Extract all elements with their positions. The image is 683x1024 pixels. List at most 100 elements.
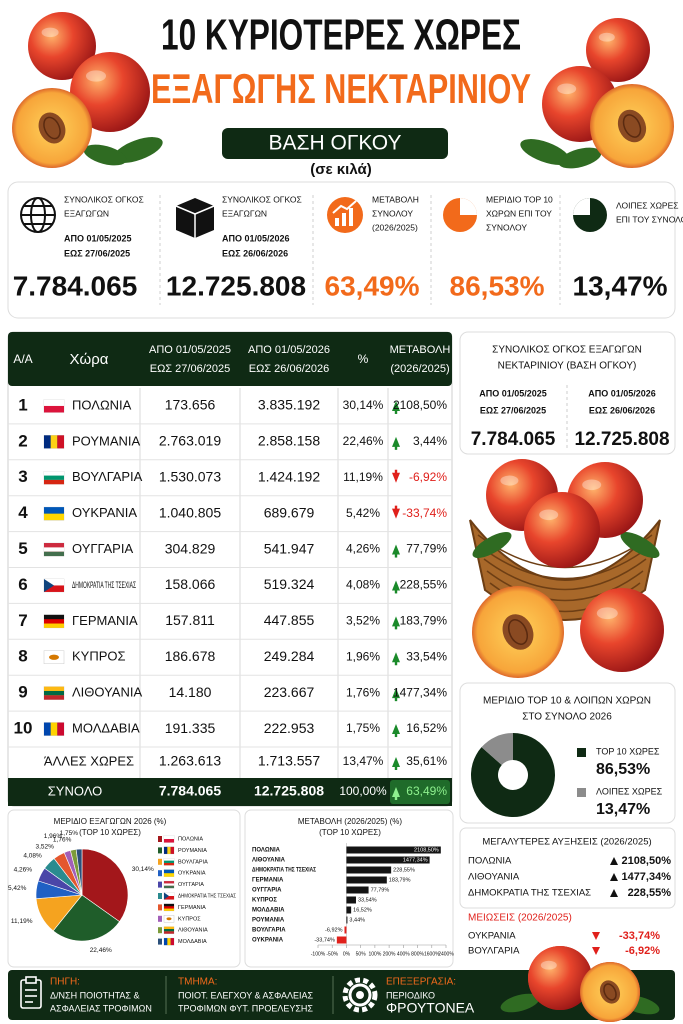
flag bbox=[164, 929, 174, 932]
change-value: 77,79% bbox=[406, 542, 447, 556]
up-arrow bbox=[610, 889, 618, 897]
category-label: ΒΟΥΛΓΑΡΙΑ bbox=[252, 928, 286, 934]
peach-shine bbox=[557, 83, 577, 95]
change-arrow bbox=[392, 724, 400, 735]
value-2025: 1.040.805 bbox=[159, 504, 221, 520]
data-label: 1,76% bbox=[53, 837, 72, 844]
column-header: (2026/2025) bbox=[390, 363, 449, 375]
flag bbox=[164, 906, 174, 909]
bar bbox=[346, 876, 387, 884]
chart-title: ΣΤΟ ΣΥΝΟΛΟ 2026 bbox=[522, 712, 612, 723]
x-tick-label: -100% bbox=[311, 951, 326, 957]
country: ΟΥΓΓΑΡΙΑ bbox=[72, 541, 133, 556]
flag bbox=[164, 873, 174, 877]
others-icon bbox=[573, 198, 607, 232]
change-arrow bbox=[392, 757, 400, 767]
rank: 7 bbox=[18, 611, 27, 630]
total-cell: 12.725.808 bbox=[254, 783, 324, 799]
legend-swatch bbox=[158, 847, 162, 854]
value-2025: 191.335 bbox=[165, 720, 216, 736]
legend-swatch bbox=[158, 904, 162, 911]
category-label: ΠΟΛΩΝΙΑ bbox=[252, 848, 281, 854]
x-tick-label: 0% bbox=[343, 951, 351, 957]
legend-swatch bbox=[158, 893, 162, 899]
legend-swatch bbox=[158, 870, 162, 877]
change-arrow bbox=[394, 623, 398, 630]
peach bbox=[70, 52, 150, 132]
data-label: 33,54% bbox=[358, 897, 377, 903]
flag bbox=[44, 479, 64, 485]
flag bbox=[44, 695, 64, 700]
footer-text: ΠΕΡΙΟΔΙΚΟ bbox=[386, 990, 435, 1000]
data-label: 5,42% bbox=[8, 885, 27, 892]
leaf bbox=[620, 532, 660, 558]
bar bbox=[344, 926, 347, 934]
total-cell: 100,00% bbox=[339, 784, 387, 798]
change-arrow bbox=[394, 794, 398, 800]
category-label: ΡΟΥΜΑΝΙΑ bbox=[252, 918, 285, 924]
flag bbox=[44, 547, 64, 552]
growth-icon bbox=[327, 197, 363, 233]
peach-shine bbox=[500, 475, 519, 486]
country: ΆΛΛΕΣ ΧΩΡΕΣ bbox=[44, 753, 134, 768]
flag bbox=[170, 846, 174, 854]
data-label: 30,14% bbox=[132, 866, 154, 873]
data-label: 1,96% bbox=[44, 833, 63, 840]
legend-label: ΡΟΥΜΑΝΙΑ bbox=[178, 848, 207, 854]
rank: 6 bbox=[18, 575, 27, 594]
legend-label: ΛΟΙΠΕΣ ΧΩΡΕΣ bbox=[596, 786, 663, 796]
change-arrow bbox=[394, 443, 398, 450]
donut-panel bbox=[459, 682, 676, 824]
peach-pit-line bbox=[622, 114, 642, 138]
peach-shine bbox=[41, 27, 59, 38]
data-label: 1477,34% bbox=[403, 857, 428, 863]
kpi-label: ΣΥΝΟΛΙΚΟΣ ΟΓΚΟΣ bbox=[64, 194, 144, 204]
category-label: ΛΙΘΟΥΑΝΙΑ bbox=[252, 858, 286, 864]
change-value: -6,92% bbox=[409, 470, 447, 484]
change-arrow bbox=[394, 505, 398, 512]
legend-swatch bbox=[577, 748, 586, 757]
flag bbox=[44, 513, 64, 521]
flag bbox=[49, 654, 59, 660]
section-title: ΜΕΙΩΣΕΙΣ (2026/2025) bbox=[468, 913, 572, 924]
flag bbox=[44, 686, 64, 691]
up-arrow bbox=[610, 857, 618, 865]
total-cell: 7.784.065 bbox=[159, 783, 221, 799]
summary-value: 12.725.808 bbox=[574, 429, 669, 450]
peach-shine bbox=[86, 70, 106, 82]
change-arrow bbox=[394, 731, 398, 738]
leaf bbox=[520, 139, 570, 165]
kpi-period: ΑΠΟ 01/05/2025 bbox=[64, 233, 132, 243]
category-label: ΔΗΜΟΚΡΑΤΙΑ ΤΗΣ ΤΣΕΧΙΑΣ bbox=[252, 868, 316, 874]
flag bbox=[50, 435, 58, 449]
kpi-value: 86,53% bbox=[450, 270, 545, 301]
kpi-label: ΧΩΡΩΝ ΕΠΙ ΤΟΥ bbox=[486, 208, 552, 218]
flag bbox=[44, 507, 64, 514]
data-label: -6,92% bbox=[325, 927, 343, 933]
footer-text: ΤΡΟΦΙΜΩΝ ΦΥΤ. ΠΡΟΕΛΕΥΣΗΣ bbox=[178, 1003, 313, 1013]
down-arrow bbox=[592, 932, 600, 940]
country: ΠΟΛΩΝΙΑ bbox=[72, 397, 132, 412]
share-icon bbox=[443, 198, 477, 232]
peach bbox=[28, 12, 96, 80]
legend-label: ΔΗΜΟΚΡΑΤΙΑ ΤΗΣ ΤΣΕΧΙΑΣ bbox=[178, 893, 236, 899]
flag bbox=[164, 869, 174, 874]
flag bbox=[164, 885, 174, 889]
category-label: ΟΥΚΡΑΝΙΑ bbox=[252, 938, 284, 944]
change-value: 183,79% bbox=[400, 614, 448, 628]
down-arrow bbox=[592, 947, 600, 955]
flag bbox=[44, 690, 64, 696]
value-2025: 14.180 bbox=[169, 684, 212, 700]
rank: 1 bbox=[18, 395, 27, 414]
flag bbox=[44, 578, 54, 592]
change-value: 2108,50% bbox=[393, 398, 447, 412]
subtitle: ΒΑΣΗ ΟΓΚΟΥ bbox=[269, 132, 402, 155]
flag bbox=[50, 722, 58, 736]
kpi-label: ΕΞΑΓΩΓΩΝ bbox=[222, 208, 267, 218]
value-2026: 223.667 bbox=[264, 684, 315, 700]
value-2025: 186.678 bbox=[165, 648, 216, 664]
footer-text: Δ/ΝΣΗ ΠΟΙΟΤΗΤΑΣ & bbox=[50, 990, 139, 1000]
leaf bbox=[83, 144, 127, 166]
change-arrow bbox=[394, 659, 398, 666]
footer-text: ΑΣΦΑΛΕΙΑΣ ΤΡΟΦΙΜΩΝ bbox=[50, 1003, 152, 1013]
